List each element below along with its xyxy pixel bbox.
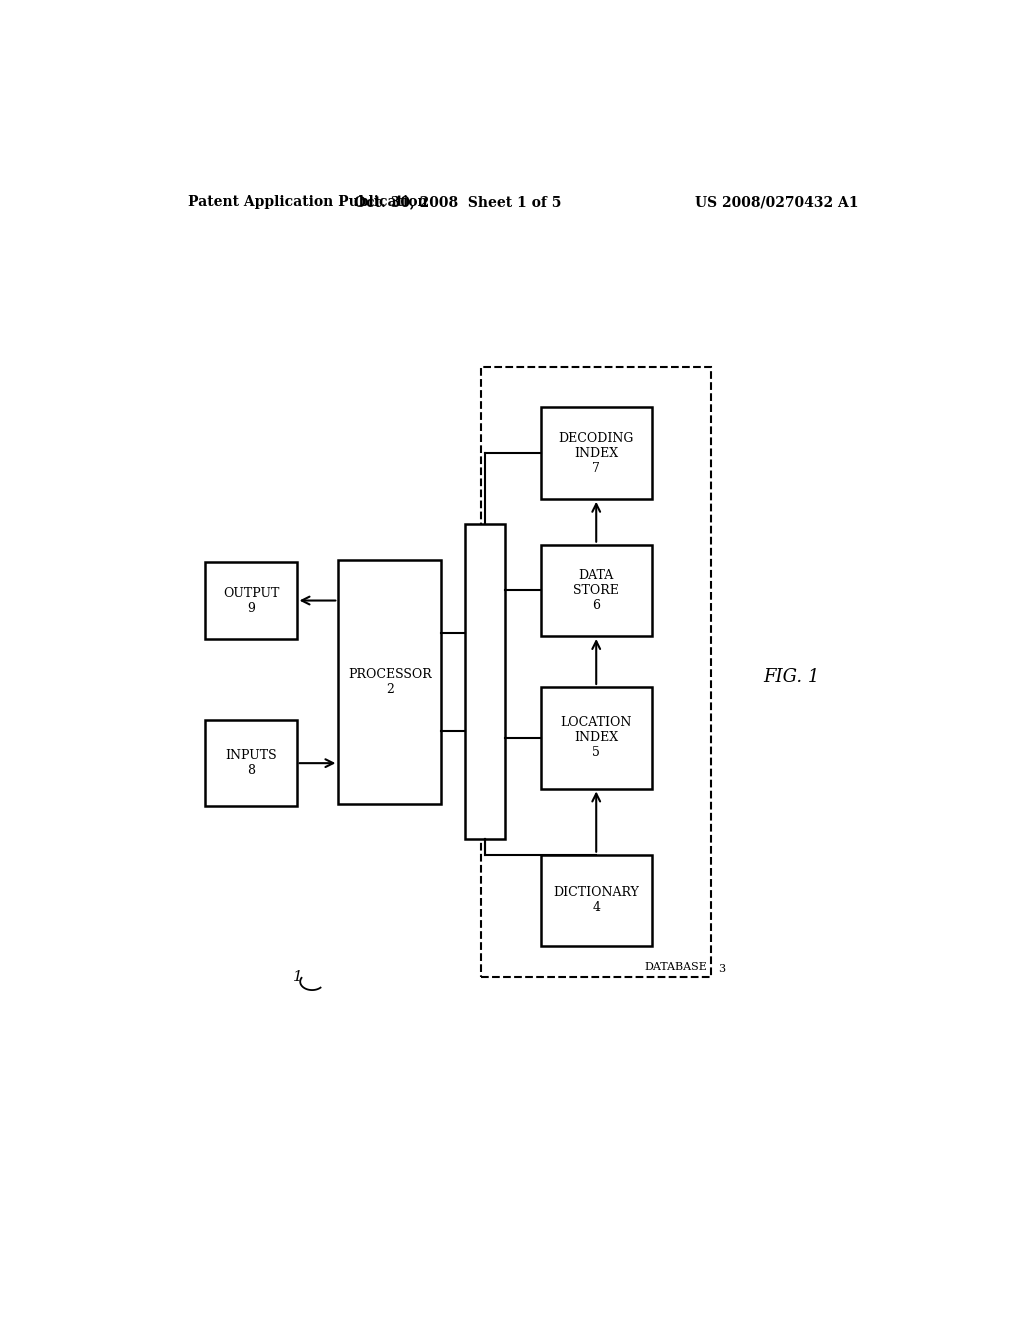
Text: INPUTS
8: INPUTS 8	[225, 750, 276, 777]
Bar	[541, 408, 652, 499]
Bar	[541, 854, 652, 946]
Text: DICTIONARY
4: DICTIONARY 4	[553, 886, 639, 915]
Bar	[541, 545, 652, 636]
Text: Oct. 30, 2008  Sheet 1 of 5: Oct. 30, 2008 Sheet 1 of 5	[353, 195, 561, 209]
Text: PROCESSOR
2: PROCESSOR 2	[348, 668, 432, 696]
Text: 3: 3	[718, 964, 725, 974]
Bar	[465, 524, 505, 840]
Text: OUTPUT
9: OUTPUT 9	[223, 586, 280, 615]
Bar	[541, 686, 652, 788]
Text: FIG. 1: FIG. 1	[763, 668, 819, 686]
Bar	[481, 367, 712, 977]
Text: Patent Application Publication: Patent Application Publication	[187, 195, 427, 209]
Text: LOCATION
INDEX
5: LOCATION INDEX 5	[560, 717, 632, 759]
Bar	[206, 719, 297, 807]
Text: DATABASE: DATABASE	[644, 961, 708, 972]
Bar	[338, 560, 441, 804]
Bar	[206, 562, 297, 639]
Text: 1: 1	[293, 970, 303, 983]
Text: DECODING
INDEX
7: DECODING INDEX 7	[558, 432, 634, 475]
Text: DATA
STORE
6: DATA STORE 6	[573, 569, 620, 612]
Text: US 2008/0270432 A1: US 2008/0270432 A1	[694, 195, 858, 209]
